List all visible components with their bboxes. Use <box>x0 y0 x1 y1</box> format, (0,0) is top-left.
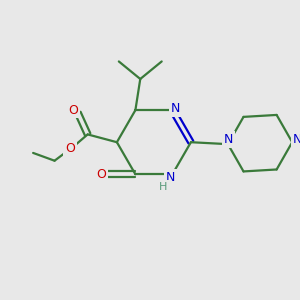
Text: O: O <box>96 168 106 181</box>
Text: O: O <box>68 103 78 117</box>
Text: H: H <box>158 182 167 192</box>
Text: N: N <box>166 171 175 184</box>
Text: O: O <box>65 142 75 154</box>
Text: N: N <box>292 133 300 146</box>
Text: N: N <box>171 102 180 115</box>
Text: N: N <box>224 133 234 146</box>
